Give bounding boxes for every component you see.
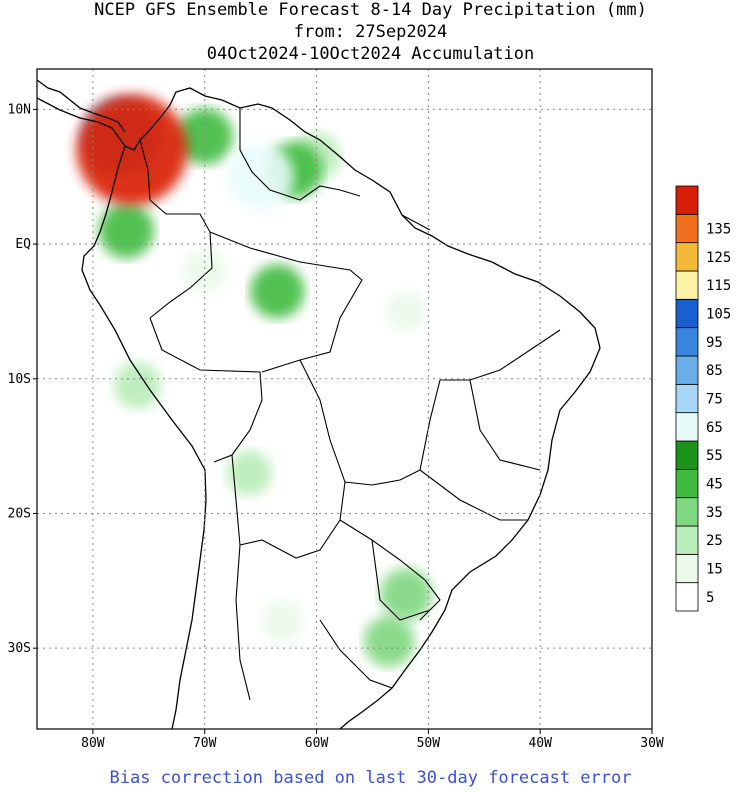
colorbar-legend: 5 15 25 35 45 55 65 75 85 95 105 115 125 135: [675, 185, 731, 612]
lat-tick-label: EQ: [15, 237, 31, 252]
chart-title-line-3: 04Oct2024-10Oct2024 Accumulation: [206, 44, 535, 64]
colorbar-label: 15: [706, 562, 723, 578]
colorbar-label: 125: [706, 250, 731, 266]
precip-area-7: [380, 568, 432, 621]
precip-area-2: [183, 249, 227, 293]
lat-tick-label: 10S: [8, 372, 31, 387]
precip-area-0: [386, 291, 426, 332]
bias-correction-note: Bias correction based on last 30-day for…: [109, 768, 632, 788]
lat-tick-label: 10N: [8, 102, 31, 117]
precipitation-field: [76, 94, 432, 667]
colorbar-swatch: [675, 242, 699, 272]
pacific-coastline: [81, 145, 207, 729]
colorbar-swatch: [675, 270, 699, 300]
precip-area-4: [114, 362, 162, 410]
colorbar-label: 65: [706, 420, 723, 436]
coastlines-and-borders: [37, 79, 601, 729]
colorbar-swatch: [675, 355, 699, 385]
south-america-coastline: [37, 87, 601, 729]
colorbar-label: 115: [706, 278, 731, 294]
chart-title-line-2: from: 27Sep2024: [293, 22, 448, 42]
map-axes: 80W 70W 60W 50W 40W 30W 10N EQ 10S 20S 30S: [8, 102, 664, 751]
colorbar-swatch: [675, 582, 699, 612]
colorbar-label: 95: [706, 335, 723, 351]
central-america-coastline: [37, 79, 126, 133]
colorbar-label: 45: [706, 477, 723, 493]
colorbar-swatch: [675, 298, 699, 329]
colorbar-label: 75: [706, 392, 723, 408]
lat-tick-label: 30S: [8, 641, 31, 656]
lon-tick-label: 60W: [305, 736, 329, 751]
colorbar-swatch: [675, 440, 699, 470]
colorbar-label: 5: [706, 590, 714, 606]
chart-title-line-1: NCEP GFS Ensemble Forecast 8-14 Day Prec…: [94, 0, 647, 20]
colorbar-label: 35: [706, 505, 723, 521]
precip-area-6: [363, 615, 415, 667]
colorbar-swatch: [675, 553, 699, 584]
lon-tick-label: 30W: [640, 736, 664, 751]
colorbar-label: 25: [706, 533, 723, 549]
colorbar-label: 105: [706, 307, 731, 323]
country-borders: [139, 108, 561, 701]
colorbar-swatch: [675, 185, 699, 215]
colorbar-swatch: [675, 412, 699, 442]
map-frame: [36, 68, 653, 730]
precip-area-3: [226, 450, 272, 496]
precip-area-1: [262, 600, 304, 643]
colorbar-label: 55: [706, 448, 723, 464]
colorbar-swatch: [675, 468, 699, 499]
colorbar-label: 135: [706, 222, 731, 238]
colorbar-swatch: [675, 525, 699, 555]
lon-tick-label: 70W: [193, 736, 217, 751]
colorbar-swatch: [675, 383, 699, 414]
precip-area-12: [227, 143, 294, 210]
colorbar-swatch: [675, 327, 699, 357]
lon-tick-label: 80W: [81, 736, 105, 751]
colorbar-label: 85: [706, 363, 723, 379]
lon-tick-label: 40W: [528, 736, 552, 751]
lon-tick-label: 50W: [417, 736, 441, 751]
lat-tick-label: 20S: [8, 506, 31, 521]
colorbar-swatch: [675, 213, 699, 244]
colorbar-swatch: [675, 497, 699, 527]
precip-area-8: [250, 264, 305, 319]
